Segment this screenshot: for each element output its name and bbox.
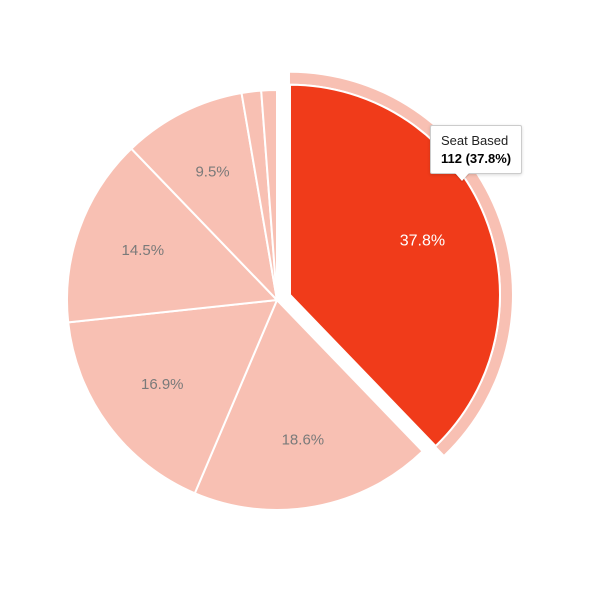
pie-slice-label: 14.5% (122, 242, 165, 259)
pie-slice-label: 18.6% (282, 431, 325, 448)
pie-tooltip: Seat Based 112 (37.8%) (430, 125, 522, 174)
pie-slice-label: 37.8% (400, 233, 445, 250)
pie-slice-label: 16.9% (141, 376, 184, 393)
pie-chart-svg: 37.8% 18.6% 16.9% 14.5% 9.5% (0, 0, 600, 600)
tooltip-title: Seat Based (441, 132, 511, 150)
pie-chart-container: 37.8% 18.6% 16.9% 14.5% 9.5% Seat Based 112 … (0, 0, 600, 600)
tooltip-value: 112 (37.8%) (441, 150, 511, 168)
pie-slice-label: 9.5% (195, 164, 229, 181)
